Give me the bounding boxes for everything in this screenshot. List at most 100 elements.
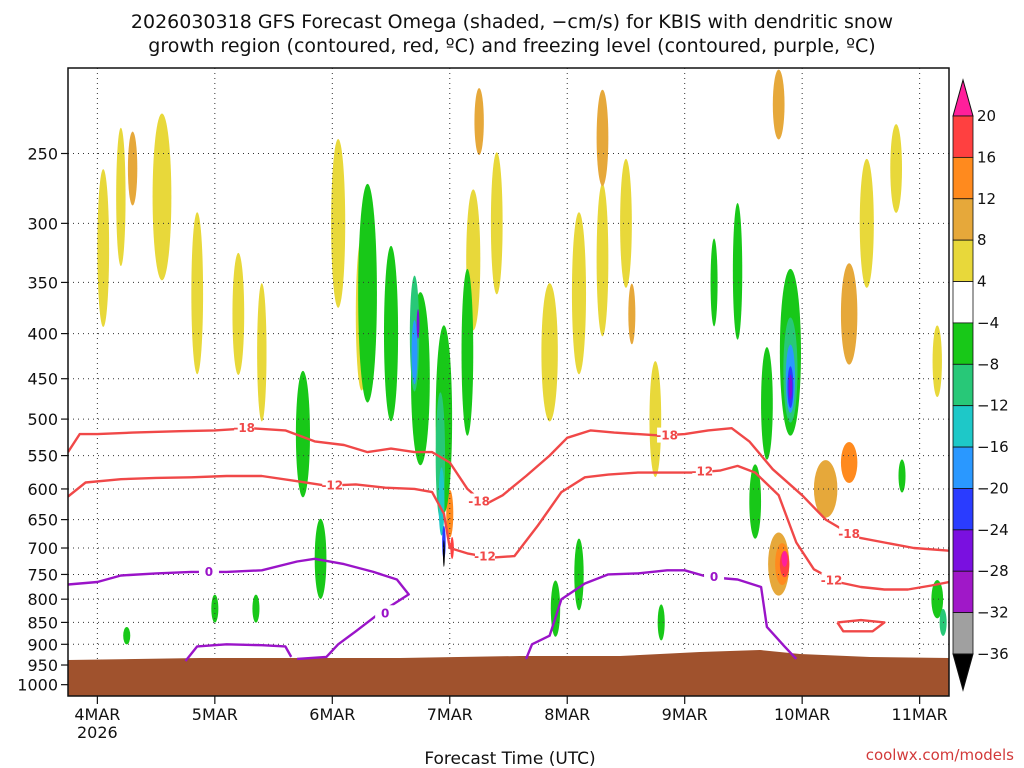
colorbar-label-2: 12	[977, 190, 996, 208]
colorbar-bottom-arrow	[952, 653, 974, 692]
omega-shading	[97, 69, 947, 645]
x-tick-label-7: 11MAR	[892, 705, 948, 724]
colorbar-box-2	[952, 198, 974, 241]
colorbar-box-6	[952, 363, 974, 407]
omega-blob-13	[620, 158, 632, 288]
colorbar-label-4: 4	[977, 273, 987, 291]
omega-blob-11	[571, 212, 587, 375]
colorbar-label-11: −28	[977, 562, 1009, 580]
y-tick-label-1000: 1000	[17, 676, 58, 695]
y-tick-label-400: 400	[27, 325, 58, 344]
omega-blob-22	[772, 69, 785, 140]
y-tick-label-550: 550	[27, 447, 58, 466]
contour-label-bg-1-1	[475, 548, 496, 564]
y-axis: 250 300 350 400 450 500 550 600 650 700 750 800 850 9…	[17, 144, 68, 695]
y-tick-label-900: 900	[27, 635, 58, 654]
colorbar-label-8: −16	[977, 438, 1009, 456]
y-tick-label-250: 250	[27, 144, 58, 163]
y-tick-label-450: 450	[27, 370, 58, 389]
contour-label-5-1: 0	[381, 606, 389, 620]
omega-blob-10	[541, 283, 558, 422]
x-tick-label-3: 7MAR	[427, 705, 473, 724]
omega-blob-35	[383, 245, 399, 422]
colorbar-box-5	[952, 322, 974, 365]
colorbar-label-0: 20	[977, 107, 996, 125]
x-tick-label-0: 4MAR	[74, 705, 120, 724]
contour-label-bg-3-0	[198, 563, 219, 579]
y-tick-label-650: 650	[27, 511, 58, 530]
chart-title-line-1: 2026030318 GFS Forecast Omega (shaded, −…	[131, 11, 893, 33]
colorbar-box-0	[952, 115, 974, 158]
omega-blob-14	[649, 361, 662, 477]
contour-label-bg-0-1	[469, 493, 490, 509]
omega-blob-45	[416, 309, 420, 339]
y-tick-label-500: 500	[27, 410, 58, 429]
omega-blob-42	[438, 467, 445, 536]
omega-blob-60	[788, 374, 793, 400]
plot-area	[68, 68, 949, 696]
y-tick-label-600: 600	[27, 480, 58, 499]
x-tick-label-1: 5MAR	[192, 705, 238, 724]
colorbar-box-1	[952, 156, 974, 200]
colorbar-box-12	[952, 612, 974, 655]
colorbar-box-3	[952, 239, 974, 282]
plot-frame	[67, 67, 950, 697]
colorbar-box-11	[952, 570, 974, 614]
contour-label-bg-0-3	[839, 526, 860, 542]
omega-blob-52	[710, 238, 718, 327]
colorbar-label-9: −20	[977, 479, 1009, 497]
omega-blob-12	[596, 183, 609, 337]
y-tick-label-300: 300	[27, 214, 58, 233]
colorbar-box-7	[952, 405, 974, 448]
contour-label-0-1: -18	[468, 495, 490, 509]
colorbar-label-5: −4	[977, 314, 999, 332]
omega-blob-44	[442, 539, 445, 567]
colorbar: 20 16 12 8 4 −4 −8 −12 −16 −20 −24 −28 −32 −36	[952, 78, 1009, 692]
omega-blob-23	[813, 460, 838, 518]
contour-label-3-0: 0	[205, 565, 213, 579]
colorbar-box-9	[952, 488, 974, 531]
colorbar-box-4	[952, 281, 974, 324]
x-tick-label-5: 9MAR	[662, 705, 708, 724]
contour-label-bg-0-2	[657, 427, 678, 443]
x-tick-sublabel-0: 2026	[77, 723, 118, 742]
omega-blob-25	[840, 263, 858, 365]
contour-label-bg-5-0	[704, 568, 725, 584]
contour-label-bg-1-0	[322, 477, 343, 493]
omega-blob-4	[232, 252, 245, 375]
omega-blob-48	[123, 626, 131, 645]
colorbar-label-6: −8	[977, 355, 999, 373]
colorbar-box-8	[952, 446, 974, 489]
omega-blob-41	[411, 320, 418, 385]
omega-blob-1	[116, 127, 126, 267]
colorbar-label-10: −24	[977, 521, 1009, 539]
contour-label-1-0: -12	[321, 479, 343, 493]
omega-blob-21	[628, 283, 636, 345]
contour-5	[524, 569, 798, 660]
omega-blob-2	[152, 113, 172, 281]
x-axis-label: Forecast Time (UTC)	[424, 749, 595, 768]
credit: coolwx.com/models	[866, 746, 1014, 764]
contours: -18 -18 -18 -18 -12 -12 -12 -12 0 0 0	[68, 420, 949, 662]
colorbar-label-7: −12	[977, 397, 1009, 415]
omega-blob-53	[732, 202, 743, 340]
contour-label-bg-1-3	[821, 572, 842, 588]
contour-label-1-1: -12	[474, 550, 496, 564]
contour-1	[68, 464, 949, 591]
y-tick-label-750: 750	[27, 565, 58, 584]
y-tick-label-950: 950	[27, 656, 58, 675]
contour-label-0-0: -18	[233, 421, 255, 435]
contour-4	[184, 643, 293, 662]
omega-blob-47	[252, 594, 260, 623]
omega-blob-5	[257, 283, 267, 422]
x-tick-label-4: 8MAR	[544, 705, 590, 724]
contour-label-0-3: -18	[838, 527, 860, 541]
omega-blob-34	[358, 183, 377, 403]
x-tick-label-6: 10MAR	[774, 705, 830, 724]
contour-2	[836, 618, 886, 633]
omega-blob-29	[781, 550, 788, 567]
omega-blob-19	[474, 88, 484, 155]
colorbar-label-12: −32	[977, 604, 1009, 622]
omega-blob-15	[859, 158, 874, 288]
